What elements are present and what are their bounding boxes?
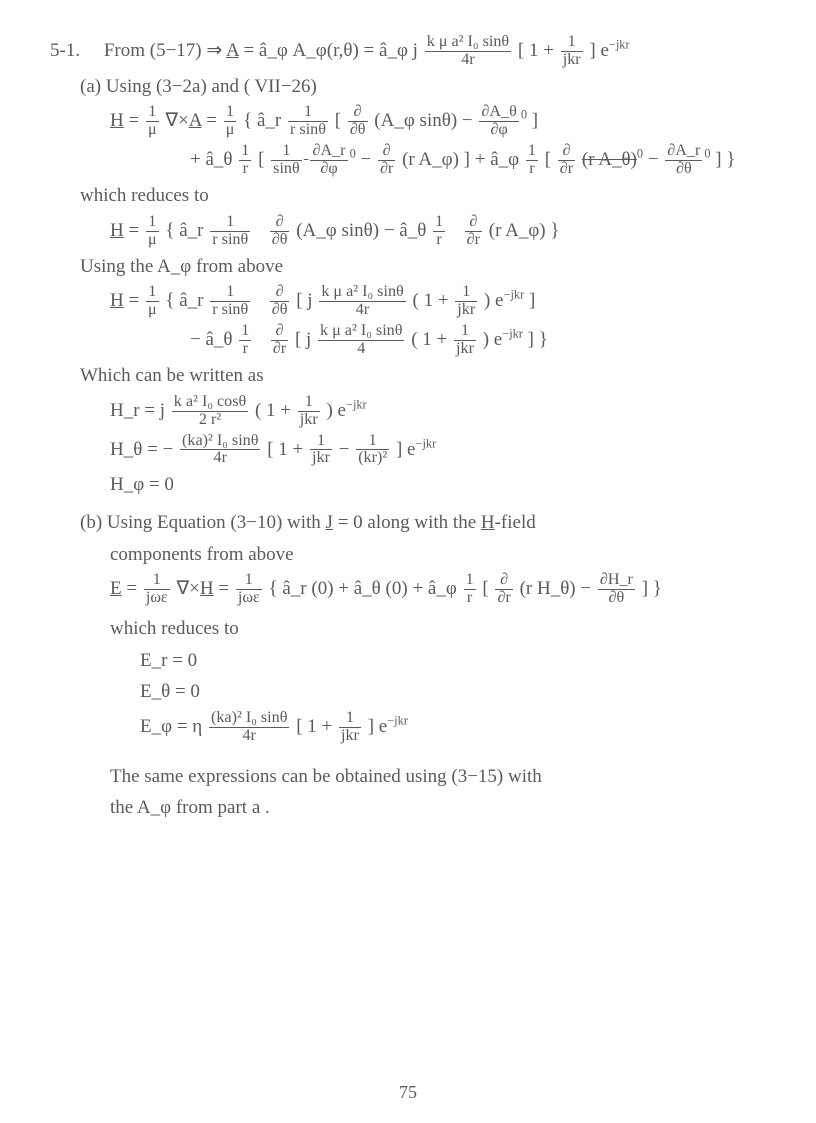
part-b-header: (b) Using Equation (3−10) with J = 0 alo… xyxy=(50,509,776,537)
problem-line: 5-1. From (5−17) ⇒ A = â_φ A_φ(r,θ) = â_… xyxy=(50,34,776,69)
text-line: which reduces to xyxy=(50,615,776,643)
eq-line: E_φ = η (ka)² I₀ sinθ4r [ 1 + 1jkr ] e−j… xyxy=(50,710,776,745)
eq-line: H_φ = 0 xyxy=(50,471,776,499)
text-line: Which can be written as xyxy=(50,362,776,390)
exp: −jkr xyxy=(609,37,630,51)
eq-line: H_θ = − (ka)² I₀ sinθ4r [ 1 + 1jkr − 1(k… xyxy=(50,433,776,468)
text-line: components from above xyxy=(50,541,776,569)
eq-line: − â_θ 1r ∂∂r [ j k μ a² I₀ sinθ4 ( 1 + 1… xyxy=(50,323,776,358)
eq-line: E_θ = 0 xyxy=(50,678,776,706)
frac: 1 μ xyxy=(144,104,161,139)
problem-number: 5-1. xyxy=(50,40,80,61)
eq-line: H = 1μ { â_r 1r sinθ ∂∂θ [ j k μ a² I₀ s… xyxy=(50,284,776,319)
text: = â_φ A_φ(r,θ) = â_φ j xyxy=(243,40,422,61)
part-a-header: (a) Using (3−2a) and ( VII−26) xyxy=(50,73,776,101)
text-line: the A_φ from part a . xyxy=(50,794,776,822)
eq-line: E_r = 0 xyxy=(50,647,776,675)
eq-line: H = 1 μ ∇×A = 1μ { â_r 1r sinθ [ ∂∂θ (A_… xyxy=(50,104,776,139)
eq-line: H_r = j k a² I₀ cosθ2 r² ( 1 + 1jkr ) e−… xyxy=(50,394,776,429)
text: From (5−17) ⇒ xyxy=(104,40,226,61)
eq-line: H = 1μ { â_r 1r sinθ ∂∂θ (A_φ sinθ) − â_… xyxy=(50,214,776,249)
eq-line: + â_θ 1r [ 1sinθ ∂A_r∂φ0 − ∂∂r (r A_φ) ]… xyxy=(50,143,776,178)
frac: 1 jkr xyxy=(559,34,585,69)
text: [ 1 + xyxy=(518,40,559,61)
text-line: which reduces to xyxy=(50,182,776,210)
text: ] e xyxy=(589,40,609,61)
text-line: The same expressions can be obtained usi… xyxy=(50,763,776,791)
H-underlined: H xyxy=(110,110,124,131)
page: 5-1. From (5−17) ⇒ A = â_φ A_φ(r,θ) = â_… xyxy=(0,0,816,1123)
A-underlined: A xyxy=(226,40,239,61)
eq-line: E = 1jωε ∇×H = 1jωε { â_r (0) + â_θ (0) … xyxy=(50,572,776,607)
text-line: Using the A_φ from above xyxy=(50,253,776,281)
page-number: 75 xyxy=(0,1082,816,1103)
frac: k μ a² I₀ sinθ 4r xyxy=(423,34,513,69)
